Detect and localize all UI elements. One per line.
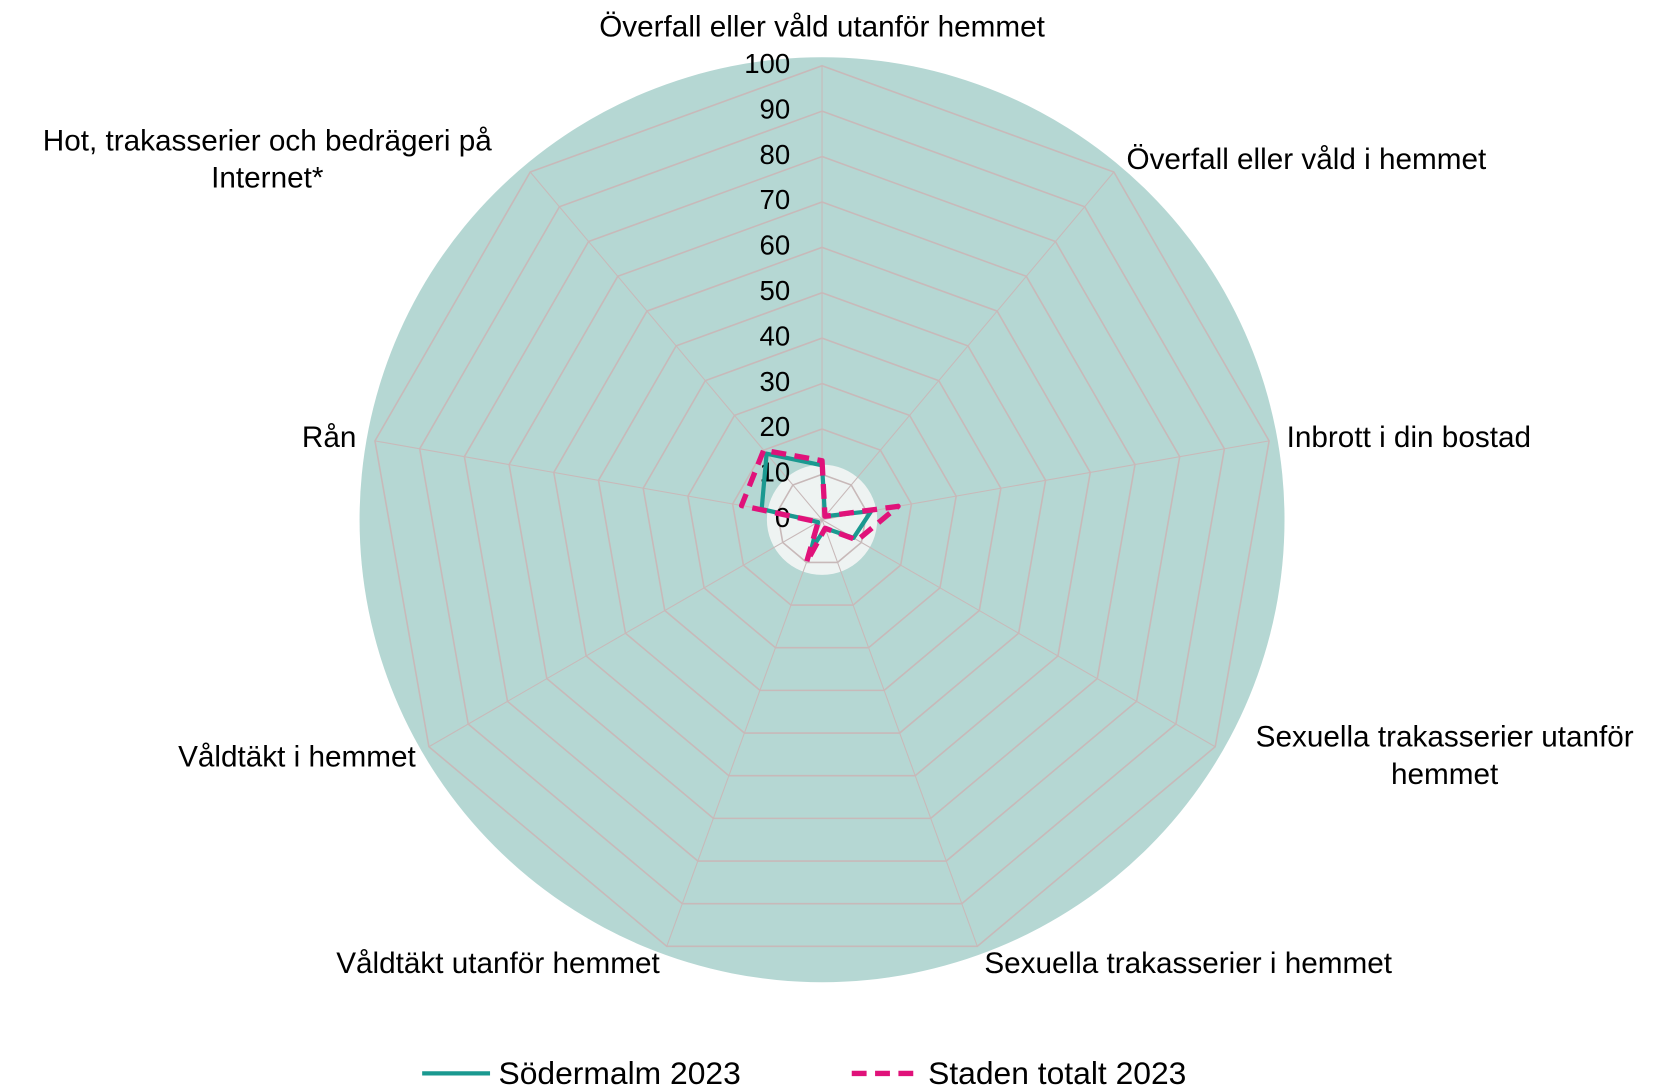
category-label: Hot, trakasserier och bedrägeri på Inter… <box>42 124 492 195</box>
category-label: Överfall eller våld utanför hemmet <box>599 10 1045 43</box>
grid-line <box>731 428 913 606</box>
y-tick-label: 90 <box>760 93 791 124</box>
series-line <box>738 447 901 566</box>
spoke <box>529 171 823 521</box>
grid-line <box>374 64 1270 948</box>
grid-line <box>552 246 1092 777</box>
y-tick-label: 100 <box>744 48 790 79</box>
spoke <box>374 440 823 521</box>
grid-line <box>642 337 1002 692</box>
category-label: Sexuella trakasserier i hemmet <box>984 946 1393 980</box>
category-label: Överfall eller våld i hemmet <box>1126 142 1487 176</box>
grid-line <box>776 473 868 564</box>
grid-line <box>687 382 958 649</box>
y-tick-label: 70 <box>760 184 791 215</box>
category-label: Våldtäkt i hemmet <box>178 739 416 773</box>
category-label: Våldtäkt utanför hemmet <box>336 946 660 980</box>
grid-line <box>597 291 1047 734</box>
spoke <box>821 519 1216 748</box>
spoke <box>428 519 823 748</box>
category-label: Inbrott i din bostad <box>1286 420 1531 454</box>
y-tick-label: 80 <box>760 139 791 170</box>
spoke <box>821 519 978 947</box>
y-tick-label: 0 <box>775 502 790 533</box>
category-label: Sexuella trakasserier utanför hemmet <box>1255 720 1634 791</box>
y-tick-label: 20 <box>760 411 791 442</box>
legend-label: Södermalm 2023 <box>499 1055 741 1091</box>
spoke <box>666 519 823 947</box>
y-tick-label: 60 <box>760 230 791 261</box>
y-tick-label: 50 <box>760 275 791 306</box>
y-tick-label: 40 <box>760 320 791 351</box>
legend-label: Staden totalt 2023 <box>928 1055 1186 1091</box>
y-tick-label: 30 <box>760 366 791 397</box>
spoke <box>821 171 1115 521</box>
category-label: Rån <box>301 420 357 454</box>
grid-line <box>418 110 1226 905</box>
grid-line <box>463 155 1181 862</box>
grid-line <box>508 201 1136 820</box>
